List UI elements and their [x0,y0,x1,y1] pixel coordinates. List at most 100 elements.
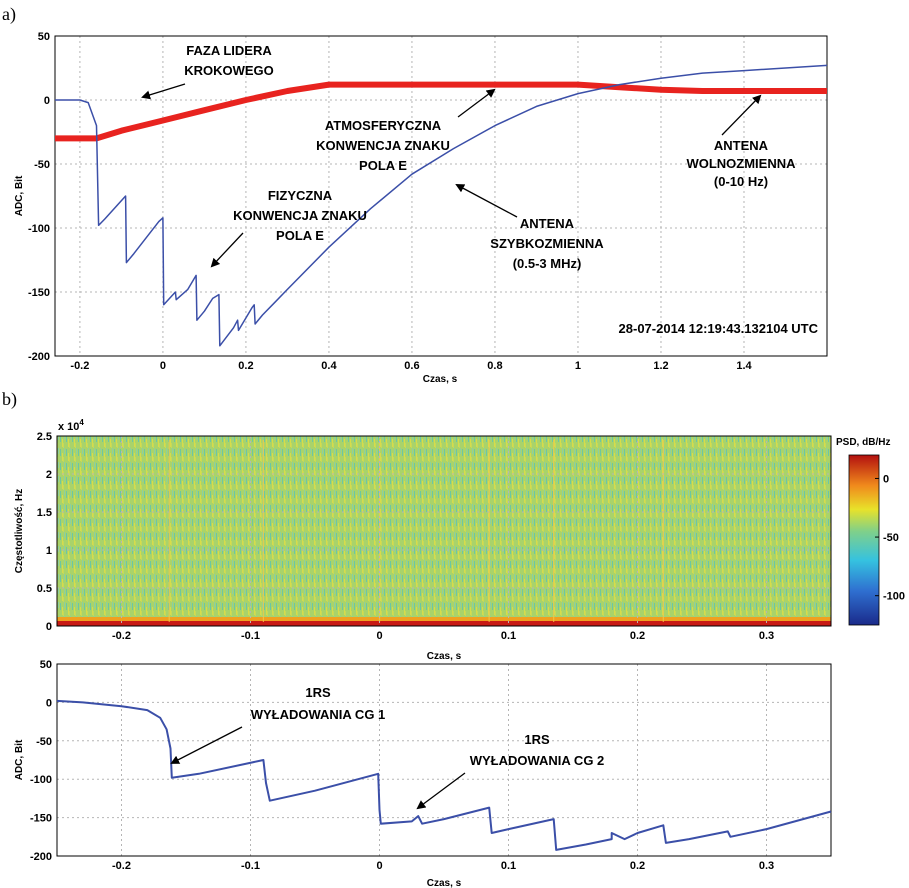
spectrogram-field [57,436,831,626]
chart-a-xtick-3: 0.4 [321,360,337,372]
spectrogram-xtick-5: 0.3 [759,630,774,642]
annotation-atmosferyczna-line3: POLA E [359,158,407,173]
annotation-wolnozmienna: ANTENA WOLNOZMIENNA (0-10 Hz) [686,94,796,189]
annotation-cg1: 1RS WYŁADOWANIA CG 1 [170,685,386,764]
annotation-cg2-arrow [416,772,466,810]
annotation-cg2-line2: WYŁADOWANIA CG 2 [470,753,605,768]
chart-b-adc-grid [57,663,831,857]
chart-b-adc-ytick-5: -200 [30,851,52,863]
chart-a-timestamp: 28-07-2014 12:19:43.132104 UTC [619,321,819,336]
spectrogram-ylabel: Częstotliwość, Hz [14,489,25,573]
annotation-szybkozmienna-line3: (0.5-3 MHz) [513,256,582,271]
colorbar-tick-1: -50 [883,532,899,544]
spectrogram-ytick-0: 2.5 [37,431,52,443]
chart-a-xtick-4: 0.6 [404,360,419,372]
chart-b-adc-xtick-0: -0.2 [112,860,131,872]
spectrogram-xtick-2: 0 [376,630,382,642]
chart-b-spectrogram: b) 2.5 2 1.5 1 0.5 0 -0.2 -0.1 0 0.1 0.2 0.3 x 104… [2,389,905,662]
annotation-fizyczna-line1: FIZYCZNA [268,188,333,203]
chart-b-adc-xtick-1: -0.1 [241,860,260,872]
annotation-cg2: 1RS WYŁADOWANIA CG 2 [416,732,605,810]
chart-b-adc-xtick-4: 0.2 [630,860,645,872]
annotation-cg1-line2: WYŁADOWANIA CG 1 [251,707,386,722]
annotation-faza-lidera-line2: KROKOWEGO [184,63,274,78]
chart-a-ylabel: ADC, Bit [14,175,25,216]
annotation-faza-lidera-line1: FAZA LIDERA [186,43,272,58]
chart-a-ytick-3: -100 [28,223,50,235]
spectrogram-ytick-5: 0 [46,621,52,633]
spectrogram-ytick-1: 2 [46,469,52,481]
colorbar-tick-0: 0 [883,473,889,485]
annotation-atmosferyczna-arrow [457,88,496,118]
spectrogram-xtick-3: 0.1 [501,630,516,642]
chart-b-adc-ytick-4: -150 [30,813,52,825]
chart-b-adc-xlabel: Czas, s [427,878,462,888]
chart-a-xtick-2: 0.2 [238,360,253,372]
colorbar [848,454,880,626]
annotation-fizyczna-line3: POLA E [276,228,324,243]
panel-a-label: a) [2,4,16,25]
colorbar-tick-2: -100 [883,591,905,603]
spectrogram-xtick-0: -0.2 [112,630,131,642]
chart-a-xtick-1: 0 [160,360,166,372]
annotation-szybkozmienna-line1: ANTENA [520,216,575,231]
chart-b-adc-xticks: -0.2 -0.1 0 0.1 0.2 0.3 [112,860,774,872]
chart-a-xtick-0: -0.2 [70,360,89,372]
chart-b-adc-frame [56,663,832,857]
chart-b-adc-series [56,699,832,851]
annotation-fizyczna: FIZYCZNA KONWENCJA ZNAKU POLA E [210,188,367,268]
spectrogram-y-multiplier: x 104 [58,418,84,433]
spectrogram-ytick-4: 0.5 [37,583,52,595]
colorbar-ticks: 0 -50 -100 [875,473,905,603]
spectrogram-yticks: 2.5 2 1.5 1 0.5 0 [37,431,52,633]
annotation-atmosferyczna-line2: KONWENCJA ZNAKU [316,138,450,153]
chart-a-xlabel: Czas, s [423,374,458,385]
chart-a-ytick-4: -150 [28,287,50,299]
chart-a-series [55,64,828,347]
chart-b-adc-series-fast [56,699,832,851]
annotation-faza-lidera-arrow [141,83,186,100]
chart-a-ytick-2: -50 [34,159,50,171]
spectrogram-frame [56,435,832,627]
chart-a-yticks: 50 0 -50 -100 -150 -200 [28,31,50,363]
chart-a-ytick-0: 50 [38,31,50,43]
spectrogram-xtick-4: 0.2 [630,630,645,642]
annotation-cg1-arrow [170,726,243,764]
chart-a: a) 50 0 -50 -100 -150 -200 -0.2 0 0.2 0.4 0.6 0.8 1… [2,4,828,385]
panel-b-label: b) [2,389,17,410]
chart-a-ytick-5: -200 [28,351,50,363]
annotation-wolnozmienna-line3: (0-10 Hz) [714,174,768,189]
chart-a-frame [54,35,828,357]
chart-a-xtick-8: 1.4 [736,360,752,372]
chart-b-adc-ytick-0: 50 [40,659,52,671]
chart-a-xtick-6: 1 [575,360,581,372]
annotation-atmosferyczna-line1: ATMOSFERYCZNA [325,118,442,133]
chart-b-adc-ytick-3: -100 [30,774,52,786]
chart-a-xtick-5: 0.8 [487,360,502,372]
chart-b-adc-ytick-2: -50 [36,736,52,748]
chart-a-series-fast [55,64,828,347]
chart-a-ytick-1: 0 [44,95,50,107]
chart-a-xticks: -0.2 0 0.2 0.4 0.6 0.8 1 1.2 1.4 [70,360,752,372]
annotation-wolnozmienna-arrow [721,94,762,136]
chart-b-adc-xtick-3: 0.1 [501,860,516,872]
annotation-cg2-line1: 1RS [524,732,550,747]
annotation-szybkozmienna: ANTENA SZYBKOZMIENNA (0.5-3 MHz) [455,184,604,271]
chart-a-xtick-7: 1.2 [653,360,668,372]
spectrogram-xtick-1: -0.1 [241,630,260,642]
spectrogram-lowfreq-band [57,617,831,622]
spectrogram-ytick-2: 1.5 [37,507,52,519]
chart-b-adc-yticks: 50 0 -50 -100 -150 -200 [30,659,52,863]
chart-a-series-slow [55,81,827,142]
spectrogram-ytick-3: 1 [46,545,52,557]
annotation-szybkozmienna-arrow [455,184,518,218]
chart-b-adc-ylabel: ADC, Bit [14,739,25,780]
annotation-szybkozmienna-line2: SZYBKOZMIENNA [490,236,604,251]
annotation-atmosferyczna: ATMOSFERYCZNA KONWENCJA ZNAKU POLA E [316,88,496,173]
chart-b-adc-ytick-1: 0 [46,697,52,709]
chart-b-adc: 50 0 -50 -100 -150 -200 -0.2 -0.1 0 0.1 0.2 0.3 Cz… [14,659,832,888]
spectrogram-xlabel: Czas, s [427,651,462,662]
spectrogram-xticks: -0.2 -0.1 0 0.1 0.2 0.3 [112,630,774,642]
annotation-wolnozmienna-line1: ANTENA [714,138,769,153]
